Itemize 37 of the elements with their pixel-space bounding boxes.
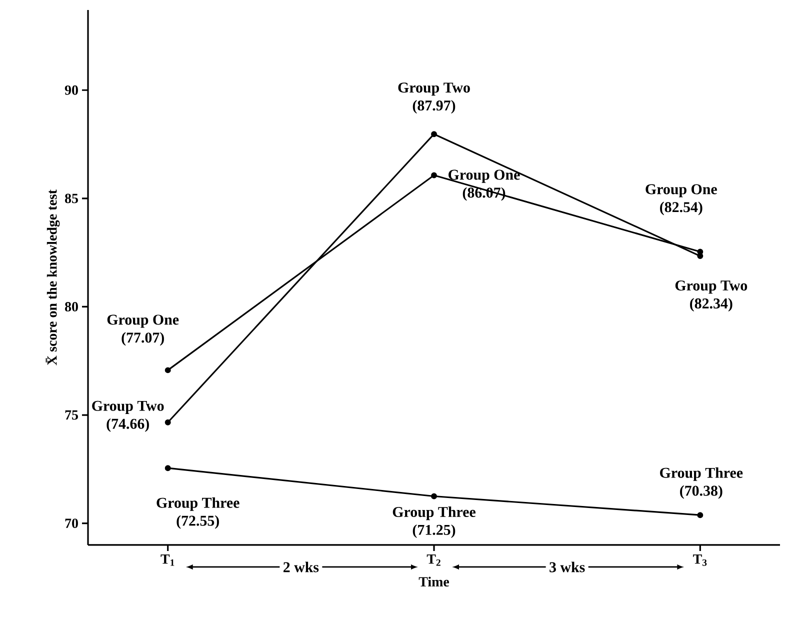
data-label: (70.38) — [680, 485, 722, 499]
point — [697, 253, 704, 260]
point — [164, 367, 171, 374]
point — [431, 493, 437, 500]
y-tick-label: 90 — [64, 85, 78, 95]
text: Group One — [646, 184, 717, 198]
data-label: (77.07) — [122, 332, 164, 346]
x-tick-label: T$_{3}$ — [693, 554, 707, 566]
x-axis-title: Time — [418, 576, 450, 587]
point — [697, 512, 704, 518]
series-label: Group Two — [92, 400, 164, 414]
data-label: (74.66) — [106, 418, 149, 432]
data-label: (82.54) — [660, 202, 702, 216]
point — [164, 465, 171, 472]
data-label: (82.34) — [690, 298, 732, 312]
data-label: (87.97) — [412, 100, 456, 114]
y-axis-title: X̄ score on the knowledge test — [46, 190, 60, 366]
series-label: Group Three — [392, 506, 476, 520]
data-label: (71.25) — [412, 524, 456, 538]
y-tick-label: 75 — [65, 410, 78, 420]
point — [431, 131, 437, 138]
series-label: Group One — [448, 170, 520, 183]
y-tick-label: 85 — [65, 194, 78, 204]
y-tick-label: 70 — [65, 518, 78, 528]
text: Group Three — [156, 497, 240, 511]
x-tick-label: T$_{2}$ — [426, 554, 440, 566]
point — [431, 172, 437, 178]
text: Group Three — [660, 467, 743, 481]
y-tick-label: 80 — [65, 302, 78, 312]
text: Group Two — [398, 82, 470, 96]
point — [164, 419, 171, 426]
data-label: (72.55) — [176, 515, 219, 529]
text: 2 wks — [283, 562, 319, 572]
text: Group One — [107, 314, 179, 328]
text: 3 wks — [550, 562, 585, 572]
text: Group Two — [675, 280, 748, 294]
x-tick-label: T$_{1}$ — [160, 554, 174, 566]
